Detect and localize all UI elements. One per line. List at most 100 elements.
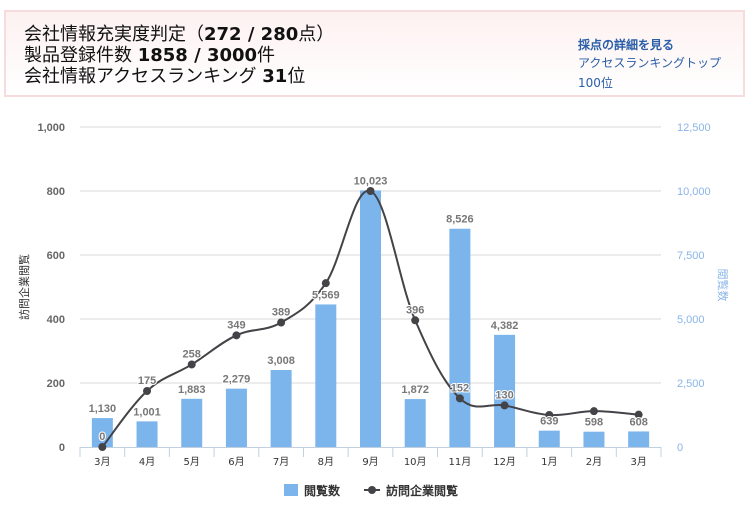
left-axis-tick-label: 1,000 xyxy=(37,122,65,134)
bar-data-label: 10,023 xyxy=(354,175,388,187)
bar[interactable] xyxy=(628,431,650,447)
line-point[interactable] xyxy=(232,331,241,340)
ranking-top100-link[interactable]: アクセスランキングトップ100位 xyxy=(578,56,722,90)
bar[interactable] xyxy=(404,399,426,447)
info-completeness-line: 会社情報充実度判定（272 / 280点） xyxy=(24,24,334,45)
legend-line-label[interactable]: 訪問企業閲覧 xyxy=(386,483,458,498)
right-axis-tick-label: 10,000 xyxy=(677,186,711,198)
left-axis-tick-label: 200 xyxy=(47,378,65,390)
x-axis-tick-label: 4月 xyxy=(139,456,155,468)
bar-data-label: 1,001 xyxy=(133,406,161,418)
line-data-label: 152 xyxy=(451,382,469,394)
line-data-label: 389 xyxy=(272,307,290,319)
line-point[interactable] xyxy=(634,410,643,419)
legend-line-marker-icon xyxy=(368,486,376,494)
line-data-label: 175 xyxy=(138,375,156,387)
info-completeness-label: 会社情報充実度判定（ xyxy=(24,24,204,45)
x-axis-tick-label: 8月 xyxy=(318,456,334,468)
right-axis-tick-label: 12,500 xyxy=(677,122,711,134)
right-axis-tick-label: 2,500 xyxy=(677,378,705,390)
bar[interactable] xyxy=(583,431,605,447)
left-axis-tick-label: 400 xyxy=(47,314,65,326)
product-count-line: 製品登録件数 1858 / 3000件 xyxy=(24,45,334,66)
bar-data-label: 1,883 xyxy=(178,384,206,396)
line-data-label: 349 xyxy=(227,319,245,331)
left-axis-tick-label: 0 xyxy=(59,442,65,454)
x-axis-tick-label: 7月 xyxy=(273,456,289,468)
access-ranking-value: 31 xyxy=(262,66,288,87)
bar-data-label: 5,569 xyxy=(312,289,340,301)
legend-bar-swatch[interactable] xyxy=(284,484,298,496)
line-point[interactable] xyxy=(545,411,554,419)
bar-series xyxy=(91,190,650,447)
line-point[interactable] xyxy=(321,279,330,288)
summary-lines: 会社情報充実度判定（272 / 280点） 製品登録件数 1858 / 3000… xyxy=(24,24,334,87)
summary-box: 会社情報充実度判定（272 / 280点） 製品登録件数 1858 / 3000… xyxy=(4,10,745,97)
bar[interactable] xyxy=(360,190,381,447)
right-axis-tick-label: 5,000 xyxy=(677,314,705,326)
bar[interactable] xyxy=(136,421,158,447)
left-axis-tick-label: 800 xyxy=(47,186,65,198)
line-point[interactable] xyxy=(411,316,420,325)
line-point[interactable] xyxy=(143,387,152,395)
bar[interactable] xyxy=(315,304,337,447)
x-axis-tick-label: 9月 xyxy=(362,456,378,468)
line-data-label: 258 xyxy=(183,348,201,360)
line-point[interactable] xyxy=(366,187,375,195)
summary-links: 採点の詳細を見る アクセスランキングトップ100位 xyxy=(578,37,743,93)
legend-bar-label[interactable]: 閲覧数 xyxy=(304,483,341,498)
bar[interactable] xyxy=(270,369,292,447)
bar-data-label: 8,526 xyxy=(446,214,474,226)
line-series xyxy=(98,187,643,451)
data-labels: 1,130 1,001 1,883 2,279 3,008 5,569 10,023 1,87… xyxy=(88,174,649,444)
left-axis-tick-label: 600 xyxy=(47,250,65,262)
right-axis-ticks: 0 2,500 5,000 7,500 10,000 12,500 xyxy=(677,122,711,454)
left-axis-title: 訪問企業閲覧 xyxy=(17,254,31,320)
line-point[interactable] xyxy=(98,443,107,451)
bar[interactable] xyxy=(225,388,247,447)
score-details-link[interactable]: 採点の詳細を見る xyxy=(578,38,675,52)
x-axis-tick-label: 2月 xyxy=(586,456,602,468)
access-ranking-line: 会社情報アクセスランキング 31位 xyxy=(24,66,334,87)
x-axis-tick-label: 5月 xyxy=(184,456,200,468)
bar-data-label: 4,382 xyxy=(491,320,519,332)
bar[interactable] xyxy=(538,430,560,447)
product-count-unit: 件 xyxy=(257,45,276,66)
legend: 閲覧数 訪問企業閲覧 xyxy=(284,483,458,498)
combo-chart: 0 200 400 600 800 1,000 0 2,500 5,000 7,500 10,00… xyxy=(17,122,730,498)
x-axis: 3月 4月 5月 6月 7月 8月 9月 10月 11月 12月 1月 2月 3月 xyxy=(79,447,662,468)
line-point[interactable] xyxy=(500,401,509,410)
line-point[interactable] xyxy=(589,407,598,416)
bar[interactable] xyxy=(494,334,516,447)
bar-data-label: 608 xyxy=(629,416,647,428)
bar[interactable] xyxy=(449,228,471,447)
x-axis-tick-label: 12月 xyxy=(493,456,516,468)
right-axis-tick-label: 0 xyxy=(677,442,683,454)
x-axis-tick-label: 10月 xyxy=(404,456,427,468)
x-axis-tick-label: 6月 xyxy=(228,456,244,468)
bar-data-label: 1,130 xyxy=(89,403,117,415)
info-completeness-unit: 点） xyxy=(298,24,335,45)
x-axis-tick-label: 3月 xyxy=(630,456,646,468)
bar-data-label: 639 xyxy=(540,416,558,428)
bar-data-label: 1,872 xyxy=(401,384,429,396)
access-ranking-unit: 位 xyxy=(287,66,306,87)
x-axis-tick-label: 1月 xyxy=(541,456,557,468)
bar-data-label: 2,279 xyxy=(223,374,251,386)
line-data-label: 130 xyxy=(495,389,513,401)
line-data-label: 396 xyxy=(406,304,424,316)
product-count-value: 1858 / 3000 xyxy=(137,45,258,66)
info-completeness-score: 272 / 280 xyxy=(204,24,299,45)
access-ranking-label: 会社情報アクセスランキング xyxy=(24,66,263,87)
line-point[interactable] xyxy=(277,318,286,327)
bar-data-label: 3,008 xyxy=(267,355,295,367)
line-point[interactable] xyxy=(187,360,196,369)
x-axis-tick-label: 11月 xyxy=(449,456,472,468)
line-data-label: 0 xyxy=(99,431,105,443)
product-count-label: 製品登録件数 xyxy=(24,45,138,66)
left-axis-ticks: 0 200 400 600 800 1,000 xyxy=(37,122,65,454)
bar[interactable] xyxy=(181,398,203,447)
right-axis-tick-label: 7,500 xyxy=(677,250,705,262)
bar-data-label: 598 xyxy=(585,417,603,429)
line-point[interactable] xyxy=(455,394,464,403)
